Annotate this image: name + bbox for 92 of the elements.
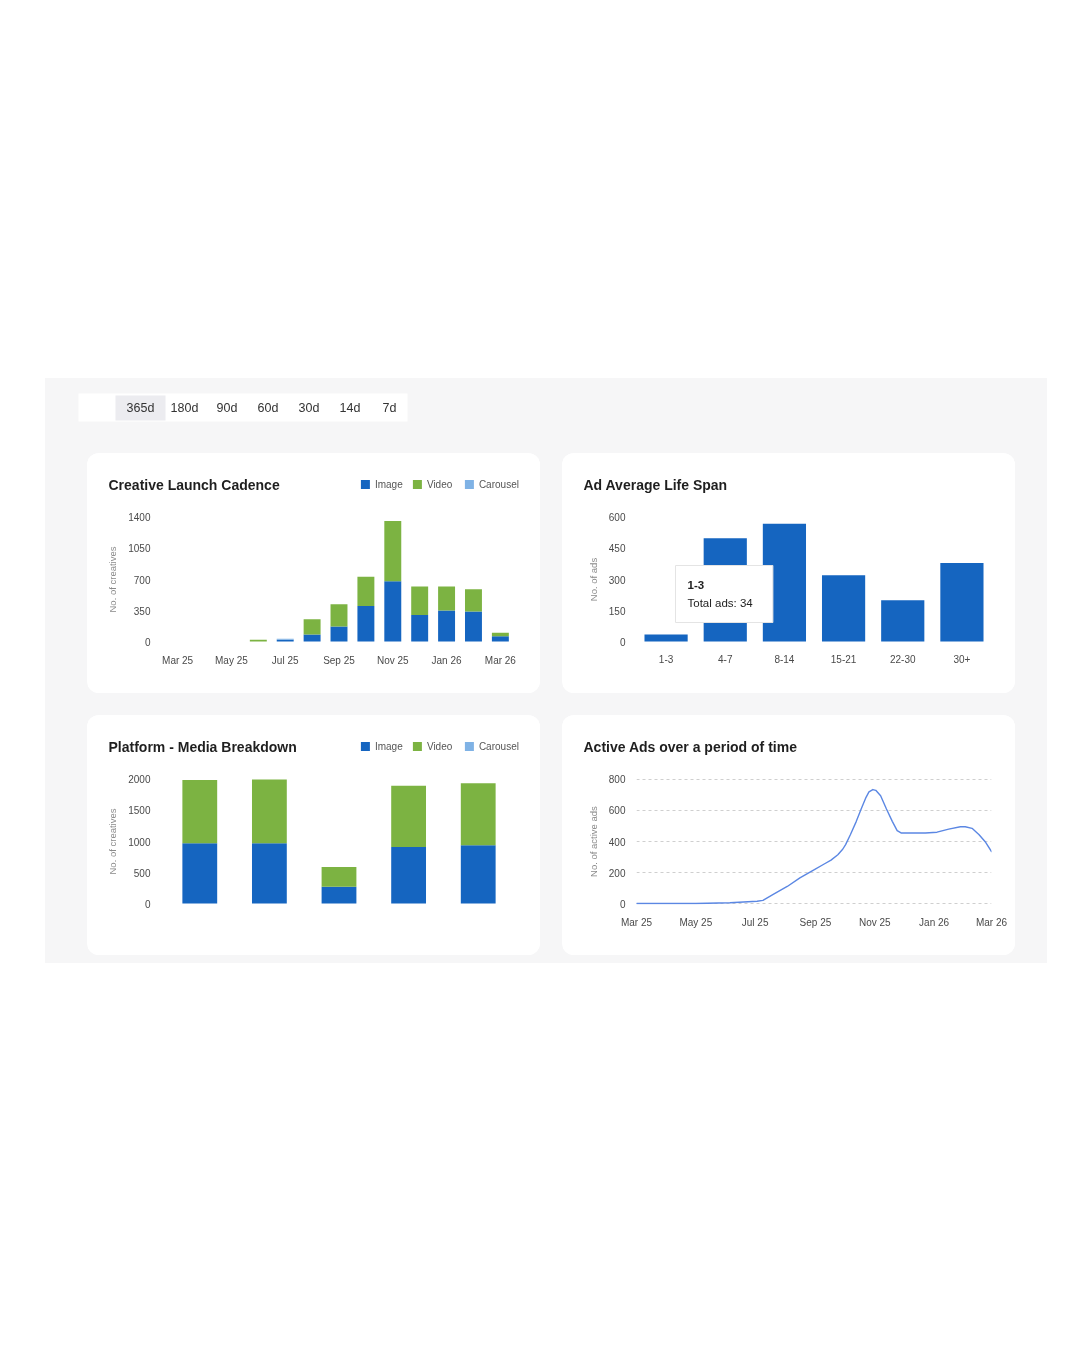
y-tick-label: 1400 bbox=[128, 512, 151, 524]
bar bbox=[438, 610, 456, 642]
x-tick-label: Sep 25 bbox=[799, 916, 832, 928]
bar bbox=[251, 779, 287, 844]
chart-title: Platform - Media Breakdown bbox=[108, 738, 297, 755]
bar bbox=[330, 626, 348, 642]
bar bbox=[251, 843, 287, 904]
bar bbox=[465, 589, 482, 612]
text: 7d bbox=[382, 401, 397, 415]
bar bbox=[940, 562, 984, 642]
annotation: 1-3 Total ads: 34 bbox=[687, 578, 754, 609]
y-tick-label: 600 bbox=[608, 512, 626, 524]
chart-title: Creative Launch Cadence bbox=[108, 476, 280, 493]
legend-label: Carousel bbox=[478, 741, 519, 752]
y-axis-title: No. of ads bbox=[587, 557, 599, 602]
text: 14d bbox=[339, 401, 361, 415]
x-tick-label: 30+ bbox=[953, 653, 971, 665]
bar bbox=[411, 614, 429, 642]
y-tick-label: 1000 bbox=[128, 836, 151, 848]
x-tick-label: Jul 25 bbox=[271, 654, 299, 666]
y-tick-label: 0 bbox=[619, 898, 626, 910]
bar bbox=[460, 783, 496, 846]
y-tick-label: 400 bbox=[608, 836, 626, 848]
x-tick-label: 1-3 bbox=[658, 653, 674, 665]
bar bbox=[491, 636, 509, 642]
x-tick-label: Jan 26 bbox=[431, 654, 463, 666]
text: 180d bbox=[170, 401, 199, 415]
text: 60d bbox=[257, 401, 279, 415]
bar bbox=[438, 586, 456, 611]
bar bbox=[357, 576, 375, 607]
y-axis-title: No. of creatives bbox=[107, 808, 119, 875]
bar bbox=[391, 847, 427, 904]
x-tick-label: Nov 25 bbox=[376, 654, 410, 666]
y-tick-label: 300 bbox=[608, 574, 626, 586]
x-tick-label: 4-7 bbox=[718, 653, 733, 665]
x-tick-label: Nov 25 bbox=[858, 916, 892, 928]
x-tick-label: Mar 26 bbox=[484, 654, 517, 666]
bar bbox=[182, 780, 218, 844]
text: 365d bbox=[126, 401, 155, 415]
x-tick-label: Jul 25 bbox=[741, 916, 769, 928]
text: 90d bbox=[216, 401, 238, 415]
bar bbox=[303, 619, 321, 635]
y-tick-label: 0 bbox=[144, 636, 151, 648]
bar bbox=[821, 575, 866, 642]
x-tick-label: 15-21 bbox=[830, 653, 857, 665]
y-tick-label: 1050 bbox=[128, 543, 151, 555]
y-tick-label: 600 bbox=[608, 805, 626, 817]
y-tick-label: 150 bbox=[608, 605, 626, 617]
x-tick-label: Mar 26 bbox=[975, 916, 1008, 928]
y-tick-label: 200 bbox=[608, 867, 626, 879]
bar bbox=[881, 600, 925, 642]
line-series bbox=[636, 788, 992, 905]
legend-label: Image bbox=[374, 479, 404, 490]
bar bbox=[384, 521, 402, 582]
y-tick-label: 2000 bbox=[128, 774, 151, 786]
y-tick-label: 0 bbox=[144, 898, 151, 910]
bar bbox=[411, 586, 429, 615]
x-tick-label: May 25 bbox=[679, 916, 713, 928]
y-tick-label: 800 bbox=[608, 774, 626, 786]
legend-label: Carousel bbox=[478, 479, 519, 490]
bar bbox=[465, 611, 482, 642]
y-tick-label: 350 bbox=[133, 605, 151, 617]
y-axis-title: No. of active ads bbox=[587, 805, 599, 877]
bar bbox=[321, 866, 357, 887]
x-tick-label: Jan 26 bbox=[919, 916, 950, 928]
x-tick-label: Mar 25 bbox=[162, 654, 194, 666]
bar bbox=[330, 604, 348, 627]
bar bbox=[357, 606, 375, 642]
y-tick-label: 450 bbox=[608, 543, 626, 555]
bar bbox=[321, 886, 357, 904]
bar bbox=[644, 634, 688, 642]
chart-title: Active Ads over a period of time bbox=[583, 738, 798, 755]
bar bbox=[384, 581, 402, 642]
x-tick-label: Mar 25 bbox=[620, 916, 653, 928]
x-tick-label: Sep 25 bbox=[323, 654, 356, 666]
x-tick-label: 22-30 bbox=[889, 653, 916, 665]
legend-label: Video bbox=[426, 479, 453, 490]
bar bbox=[460, 845, 496, 904]
bar bbox=[303, 634, 321, 642]
y-tick-label: 700 bbox=[133, 574, 151, 586]
x-tick-label: May 25 bbox=[215, 654, 249, 666]
y-tick-label: 0 bbox=[619, 636, 626, 648]
legend-label: Image bbox=[374, 741, 404, 752]
bar bbox=[391, 785, 427, 848]
text: 30d bbox=[298, 401, 320, 415]
y-axis-title: No. of creatives bbox=[107, 546, 119, 613]
bar bbox=[182, 843, 218, 904]
x-tick-label: 8-14 bbox=[774, 653, 795, 665]
y-tick-label: 1500 bbox=[128, 805, 151, 817]
legend-label: Video bbox=[426, 741, 453, 752]
chart-title: Ad Average Life Span bbox=[583, 476, 728, 493]
y-tick-label: 500 bbox=[133, 867, 151, 879]
